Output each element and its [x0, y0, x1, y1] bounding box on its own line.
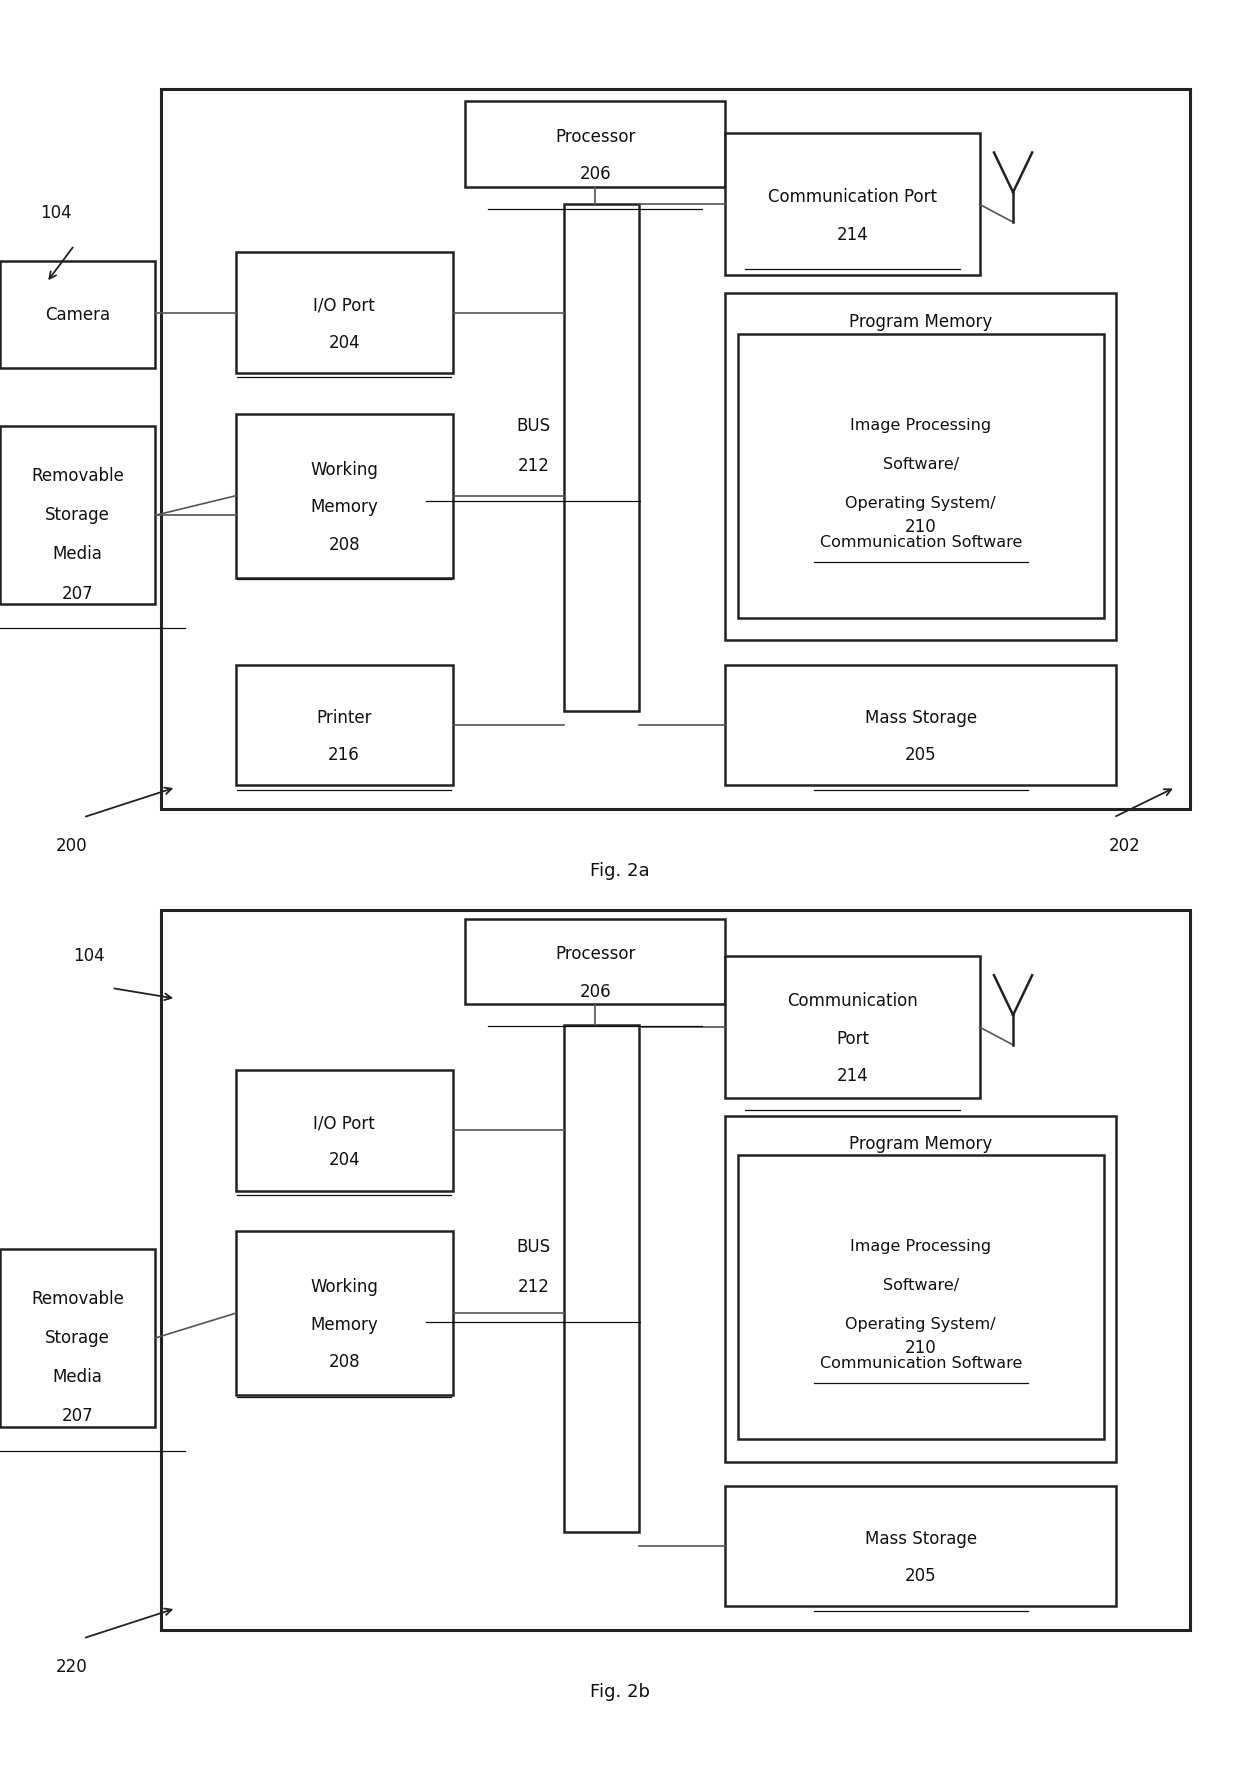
Bar [725, 1116, 1116, 1462]
Text: Storage: Storage [45, 1329, 110, 1347]
Text: 202: 202 [1109, 837, 1141, 855]
Text: 104: 104 [73, 947, 105, 965]
Bar [564, 204, 639, 711]
Text: Software/: Software/ [883, 457, 959, 473]
Text: 212: 212 [517, 457, 549, 476]
Text: Communication: Communication [787, 992, 918, 1011]
Text: 207: 207 [62, 1407, 93, 1425]
Text: 214: 214 [837, 1066, 868, 1086]
Bar [236, 414, 453, 578]
Text: Mass Storage: Mass Storage [864, 709, 977, 727]
Bar [236, 665, 453, 785]
Text: Communication Software: Communication Software [820, 535, 1022, 551]
Text: 212: 212 [517, 1278, 549, 1297]
Bar [725, 293, 1116, 640]
Bar [0, 1249, 155, 1427]
Text: Removable: Removable [31, 467, 124, 485]
Text: 206: 206 [579, 165, 611, 183]
Text: Processor: Processor [556, 945, 635, 963]
Text: I/O Port: I/O Port [314, 1114, 374, 1132]
Text: Image Processing: Image Processing [851, 418, 991, 434]
Bar [236, 252, 453, 373]
Text: 207: 207 [62, 585, 93, 602]
Text: Communication Port: Communication Port [768, 188, 937, 206]
Text: Storage: Storage [45, 506, 110, 524]
Bar [725, 665, 1116, 785]
Text: Memory: Memory [310, 1315, 378, 1335]
Text: 208: 208 [329, 535, 360, 554]
Text: Memory: Memory [310, 498, 378, 517]
Bar [236, 1231, 453, 1395]
Text: 104: 104 [40, 204, 72, 222]
Text: 205: 205 [905, 1567, 936, 1585]
Text: 206: 206 [579, 983, 611, 1000]
Text: Working: Working [310, 1278, 378, 1297]
Bar [161, 910, 1190, 1630]
Bar [564, 1025, 639, 1532]
Text: BUS: BUS [516, 1237, 551, 1256]
Text: Processor: Processor [556, 128, 635, 146]
Text: Fig. 2b: Fig. 2b [590, 1683, 650, 1701]
Bar [725, 1486, 1116, 1606]
Bar [236, 1070, 453, 1191]
Text: Image Processing: Image Processing [851, 1239, 991, 1255]
Bar [0, 261, 155, 368]
Bar [465, 919, 725, 1004]
Text: Operating System/: Operating System/ [846, 1317, 996, 1333]
Text: 200: 200 [56, 837, 88, 855]
Bar [0, 426, 155, 604]
Text: Software/: Software/ [883, 1278, 959, 1294]
Bar [738, 1155, 1104, 1439]
Bar [738, 334, 1104, 618]
Text: Media: Media [52, 1368, 103, 1386]
Text: 210: 210 [905, 1340, 936, 1358]
Bar [161, 89, 1190, 809]
Text: Camera: Camera [45, 306, 110, 323]
Text: Working: Working [310, 460, 378, 480]
Bar [465, 101, 725, 187]
Text: 204: 204 [329, 334, 360, 352]
Text: 208: 208 [329, 1352, 360, 1372]
Text: Removable: Removable [31, 1290, 124, 1308]
Text: 204: 204 [329, 1151, 360, 1169]
Bar [725, 133, 980, 275]
Text: Mass Storage: Mass Storage [864, 1530, 977, 1548]
Text: 216: 216 [329, 746, 360, 764]
Bar [725, 956, 980, 1098]
Text: Communication Software: Communication Software [820, 1356, 1022, 1372]
Text: Port: Port [836, 1029, 869, 1048]
Text: Printer: Printer [316, 709, 372, 727]
Text: Fig. 2a: Fig. 2a [590, 862, 650, 880]
Text: 214: 214 [837, 226, 868, 243]
Text: 205: 205 [905, 746, 936, 764]
Text: Media: Media [52, 546, 103, 563]
Text: Program Memory: Program Memory [849, 1136, 992, 1153]
Text: BUS: BUS [516, 416, 551, 435]
Text: I/O Port: I/O Port [314, 297, 374, 315]
Text: Operating System/: Operating System/ [846, 496, 996, 512]
Text: Program Memory: Program Memory [849, 313, 992, 331]
Text: 220: 220 [56, 1658, 88, 1676]
Text: 210: 210 [905, 519, 936, 537]
